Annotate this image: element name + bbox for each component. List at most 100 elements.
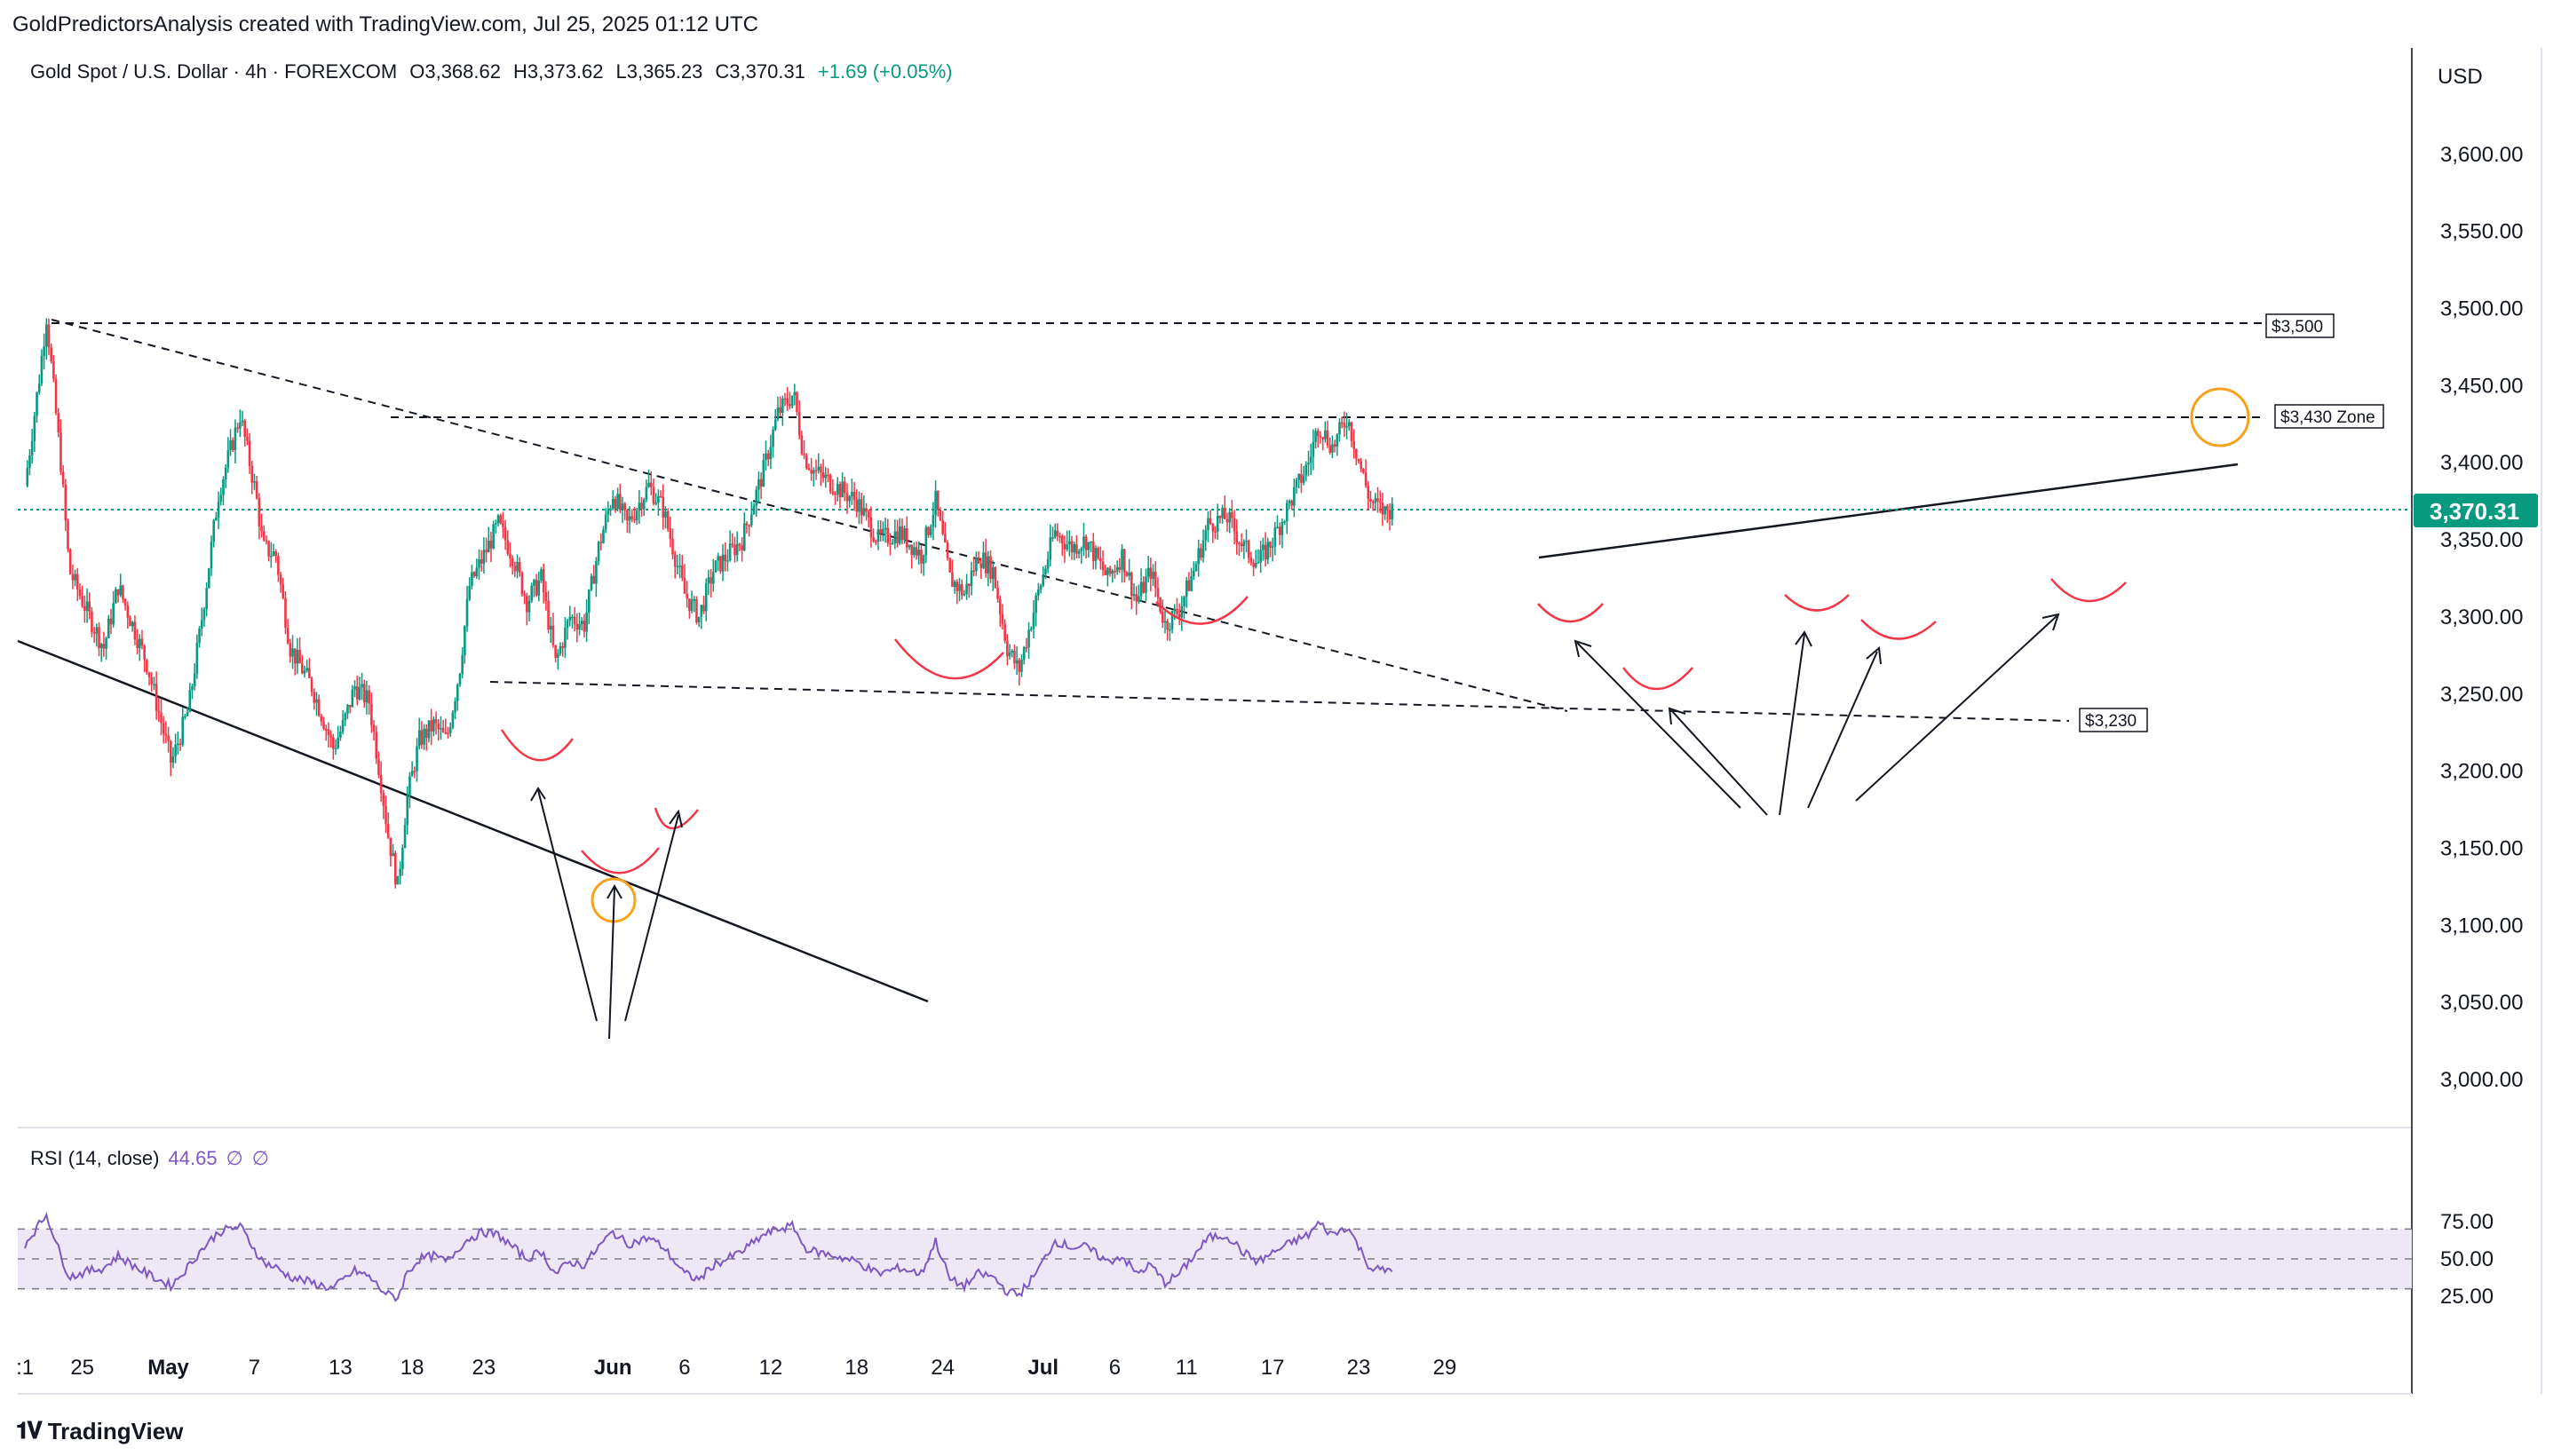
candle-body[interactable] <box>1350 422 1353 441</box>
candle-body[interactable] <box>1228 511 1231 523</box>
candle-body[interactable] <box>177 743 179 746</box>
candle-body[interactable] <box>430 720 432 732</box>
candle-body[interactable] <box>726 560 729 562</box>
candle-body[interactable] <box>1378 501 1382 503</box>
candle-body[interactable] <box>472 572 476 576</box>
candle-body[interactable] <box>258 498 261 527</box>
candle-body[interactable] <box>1042 574 1045 586</box>
candle-body[interactable] <box>393 852 397 885</box>
candle-body[interactable] <box>322 721 325 730</box>
candle-body[interactable] <box>742 523 746 550</box>
candle-body[interactable] <box>1149 567 1153 580</box>
candle-body[interactable] <box>71 574 75 581</box>
candle-body[interactable] <box>262 531 266 541</box>
candle-body[interactable] <box>424 728 428 739</box>
rounded-bottom-arc[interactable] <box>654 807 699 830</box>
candle-body[interactable] <box>1309 456 1312 463</box>
candle-body[interactable] <box>234 427 237 450</box>
candle-body[interactable] <box>762 460 765 487</box>
candle-body[interactable] <box>33 415 36 441</box>
candle-body[interactable] <box>1193 570 1195 577</box>
candle-body[interactable] <box>191 685 194 691</box>
candle-body[interactable] <box>164 733 168 736</box>
candle-body[interactable] <box>471 572 473 587</box>
candle-body[interactable] <box>542 569 545 593</box>
candle-body[interactable] <box>1247 540 1250 558</box>
candle-body[interactable] <box>1204 530 1208 541</box>
candle-body[interactable] <box>95 627 99 634</box>
rounded-bottom-arc[interactable] <box>1155 596 1249 625</box>
candle-body[interactable] <box>1025 647 1028 649</box>
candle-body[interactable] <box>208 568 210 589</box>
candle-body[interactable] <box>1374 498 1377 503</box>
candle-body[interactable] <box>358 686 361 700</box>
candle-body[interactable] <box>680 566 684 578</box>
time-axis[interactable]: :1 25 May 7 13 18 23 Jun 6 12 18 24 Jul 6 11 17 23 29 <box>16 1356 1456 1380</box>
candle-body[interactable] <box>327 729 330 736</box>
candle-body[interactable] <box>1032 613 1035 629</box>
candle-body[interactable] <box>1080 548 1083 551</box>
candle-body[interactable] <box>1262 544 1265 550</box>
candle-body[interactable] <box>561 645 564 648</box>
candle-body[interactable] <box>544 592 548 601</box>
candle-body[interactable] <box>855 500 859 512</box>
candle-body[interactable] <box>1075 543 1078 554</box>
candle-body[interactable] <box>155 684 158 711</box>
candle-body[interactable] <box>1338 422 1341 435</box>
candle-body[interactable] <box>45 324 48 347</box>
candle-body[interactable] <box>1316 431 1320 437</box>
candle-body[interactable] <box>1162 611 1164 623</box>
candle-body[interactable] <box>951 572 954 588</box>
candle-body[interactable] <box>116 589 120 596</box>
trendline-drawings[interactable] <box>17 319 2263 1003</box>
candle-body[interactable] <box>198 628 201 644</box>
candle-body[interactable] <box>803 453 805 455</box>
candle-body[interactable] <box>953 582 956 588</box>
candle-body[interactable] <box>932 515 935 527</box>
candle-body[interactable] <box>200 620 203 629</box>
candle-body[interactable] <box>752 505 756 515</box>
candle-body[interactable] <box>1121 549 1123 570</box>
candle-body[interactable] <box>889 542 892 545</box>
candle-body[interactable] <box>790 395 794 407</box>
candle-body[interactable] <box>1321 437 1324 439</box>
candle-body[interactable] <box>229 439 232 451</box>
candle-body[interactable] <box>212 520 216 542</box>
candle-body[interactable] <box>344 713 347 720</box>
candle-body[interactable] <box>379 774 383 794</box>
candle-body[interactable] <box>906 528 908 548</box>
candle-body[interactable] <box>984 552 987 574</box>
candle-body[interactable] <box>585 612 588 632</box>
candle-body[interactable] <box>523 594 526 597</box>
candle-body[interactable] <box>420 730 424 745</box>
candle-body[interactable] <box>820 466 822 473</box>
candle-body[interactable] <box>1020 659 1023 672</box>
candle-body[interactable] <box>628 516 631 521</box>
candle-body[interactable] <box>975 557 978 572</box>
candle-body[interactable] <box>1347 422 1351 427</box>
candle-body[interactable] <box>702 605 705 612</box>
candle-body[interactable] <box>293 648 297 664</box>
candle-body[interactable] <box>1006 640 1009 656</box>
candle-body[interactable] <box>1231 511 1233 518</box>
candle-body[interactable] <box>602 529 605 543</box>
candle-body[interactable] <box>599 542 603 544</box>
candle-body[interactable] <box>882 528 884 534</box>
candle-body[interactable] <box>766 453 770 460</box>
candle-body[interactable] <box>733 544 736 556</box>
candle-body[interactable] <box>231 439 234 450</box>
candle-body[interactable] <box>1094 548 1098 561</box>
candle-body[interactable] <box>372 724 376 732</box>
candle-body[interactable] <box>557 653 559 658</box>
candle-body[interactable] <box>386 824 390 838</box>
candle-body[interactable] <box>1362 468 1365 473</box>
candle-body[interactable] <box>1190 576 1193 591</box>
candle-body[interactable] <box>291 648 294 657</box>
candle-body[interactable] <box>590 575 593 590</box>
candle-body[interactable] <box>621 503 624 510</box>
candle-body[interactable] <box>693 598 696 601</box>
candle-body[interactable] <box>365 690 369 703</box>
rounded-bottom-arc[interactable] <box>1622 667 1693 691</box>
candle-body[interactable] <box>844 481 846 494</box>
